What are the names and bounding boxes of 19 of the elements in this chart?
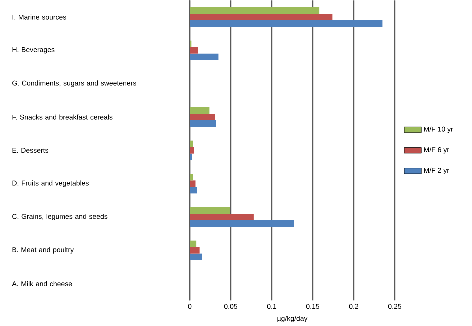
bar <box>190 47 198 54</box>
bar <box>190 187 198 194</box>
bar <box>190 220 294 228</box>
bar <box>190 208 230 214</box>
bar <box>190 108 210 114</box>
bar <box>190 147 194 154</box>
bar <box>190 140 194 148</box>
bar <box>190 214 254 221</box>
bar <box>190 120 216 128</box>
bar <box>190 174 194 181</box>
bar <box>190 180 196 188</box>
bar <box>190 240 197 248</box>
bar <box>190 247 200 254</box>
bar <box>190 8 320 14</box>
bar <box>190 54 219 60</box>
bar <box>190 14 333 21</box>
bar <box>190 20 383 28</box>
bar <box>190 254 202 260</box>
bar <box>190 114 216 121</box>
